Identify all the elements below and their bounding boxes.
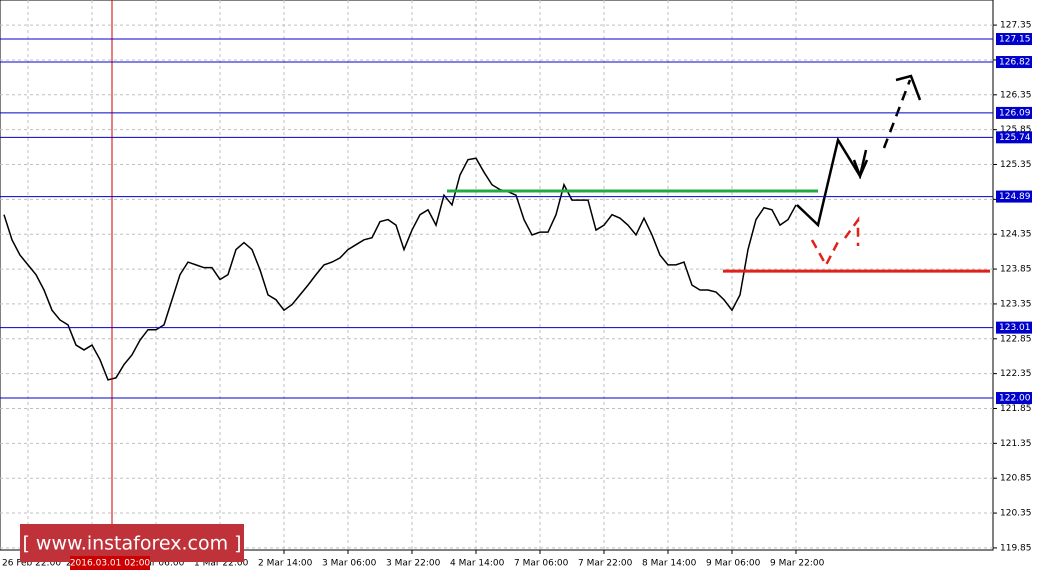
level-label: 125.74	[999, 133, 1031, 143]
level-label-box	[996, 190, 1032, 203]
y-tick-label: 125.85	[1000, 125, 1032, 135]
level-label: 127.15	[999, 35, 1031, 45]
level-label-box	[996, 106, 1032, 119]
level-label: 124.89	[999, 192, 1031, 202]
level-label: 126.09	[999, 108, 1031, 118]
level-label-box	[996, 392, 1032, 405]
level-label-box	[996, 56, 1032, 69]
price-line	[3, 157, 797, 381]
x-tick-label: 26 Feb 22:00	[2, 559, 61, 569]
x-tick-label: 8 Mar 14:00	[642, 559, 697, 569]
x-tick-label: 9 Mar 06:00	[706, 559, 761, 569]
x-tick-label: 1 Mar 22:00	[194, 559, 249, 569]
x-tick-label: 7 Mar 22:00	[578, 559, 633, 569]
cursor-label: 2016.03.01 02:00	[70, 559, 151, 569]
watermark: [ www.instaforex.com ]	[22, 533, 241, 555]
x-tick-label: 3 Mar 22:00	[386, 559, 441, 569]
level-label-box	[996, 33, 1032, 46]
x-tick-label: 7 Mar 06:00	[514, 559, 569, 569]
y-tick-label: 123.35	[1000, 299, 1032, 309]
y-tick-label: 120.85	[1000, 474, 1032, 484]
y-tick-label: 125.35	[1000, 160, 1032, 170]
arrow-head	[895, 74, 922, 101]
y-tick-label: 119.85	[1000, 543, 1032, 553]
red-arrow	[843, 216, 860, 246]
arrow-head	[852, 159, 869, 180]
y-tick-label: 122.35	[1000, 369, 1032, 379]
x-tick-label: 9 Mar 22:00	[770, 559, 825, 569]
y-tick-label: 126.35	[1000, 90, 1032, 100]
y-tick-label: 124.35	[1000, 230, 1032, 240]
x-tick-label: 2 Mar 14:00	[258, 559, 313, 569]
y-tick-label: 120.35	[1000, 509, 1032, 519]
red-arrow	[810, 237, 842, 268]
grid	[0, 0, 993, 550]
level-label: 123.01	[999, 323, 1031, 333]
black-arrow	[796, 136, 868, 228]
level-label: 122.00	[999, 394, 1031, 404]
plot-area	[0, 0, 994, 551]
marks	[3, 157, 797, 381]
x-tick-label: 4 Mar 14:00	[450, 559, 505, 569]
x-axis: 26 Feb 22:0029 Feb 14:001 Mar 06:001 Mar…	[2, 550, 825, 569]
x-tick-label: 3 Mar 06:00	[322, 559, 377, 569]
level-label-box	[996, 131, 1032, 144]
y-tick-label: 121.85	[1000, 404, 1032, 414]
dashed-arrow	[882, 79, 912, 149]
level-label-box	[996, 321, 1032, 334]
x-tick-label: 1 Mar 06:00	[130, 559, 185, 569]
y-tick-label: 127.35	[1000, 21, 1032, 31]
watermark-box	[20, 524, 244, 562]
y-tick-label: 121.35	[1000, 439, 1032, 449]
level-label: 126.82	[999, 58, 1031, 68]
forecast-arrows	[796, 74, 922, 268]
y-tick-label: 123.85	[1000, 265, 1032, 275]
cursor-label-box	[70, 556, 150, 570]
y-tick-label: 122.85	[1000, 334, 1032, 344]
